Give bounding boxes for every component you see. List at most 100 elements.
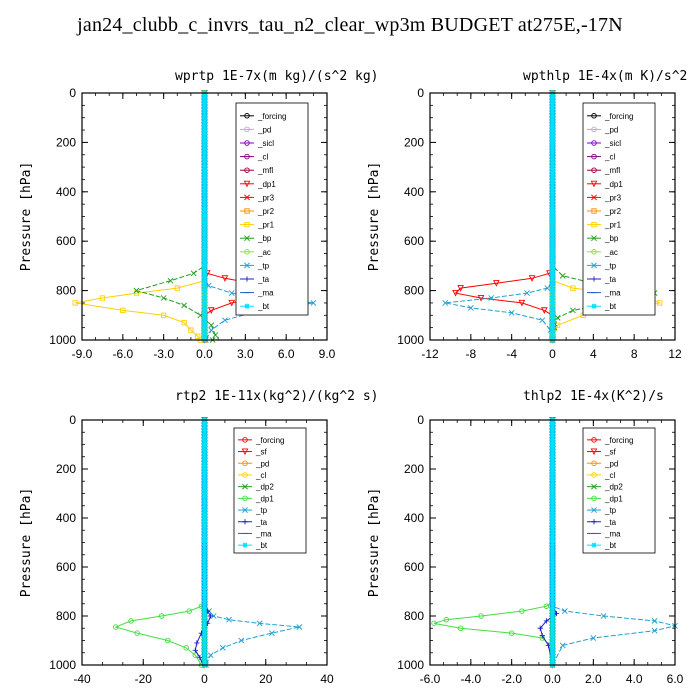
legend-marker xyxy=(244,140,250,146)
y-tick-label: 1000 xyxy=(49,333,76,347)
data-point xyxy=(549,143,556,149)
data-point xyxy=(549,105,556,111)
data-point xyxy=(201,93,208,99)
legend-label: _ac xyxy=(257,248,271,257)
y-tick-label: 400 xyxy=(404,185,424,199)
data-point xyxy=(549,267,556,273)
data-point xyxy=(559,272,566,279)
data-point xyxy=(201,179,208,185)
data-point xyxy=(457,285,464,292)
x-tick-label: -6.0 xyxy=(112,347,133,361)
plot-frame xyxy=(429,92,676,341)
data-point xyxy=(549,335,556,341)
legend-label: _dp1 xyxy=(604,494,623,503)
legend-marker xyxy=(244,276,250,282)
x-tick-label: -3.0 xyxy=(153,347,174,361)
data-point xyxy=(207,307,215,314)
data-point xyxy=(528,275,536,282)
data-point xyxy=(201,111,208,117)
data-point xyxy=(549,308,556,314)
data-point xyxy=(201,173,208,179)
data-point xyxy=(201,308,208,314)
data-point xyxy=(201,243,208,249)
data-point xyxy=(201,285,208,291)
legend-label: _ac xyxy=(604,248,618,257)
data-point xyxy=(201,273,208,279)
legend-label: _pr2 xyxy=(257,207,275,216)
data-point xyxy=(201,208,208,215)
data-point xyxy=(549,134,556,141)
legend: _forcing _sf _pd _cl _dp2 _dp1 _tp _ta _ma _bt xyxy=(233,427,307,554)
data-point xyxy=(201,197,208,203)
data-point xyxy=(554,314,561,321)
data-point xyxy=(201,161,208,167)
data-point xyxy=(452,290,459,297)
y-tick-label: 400 xyxy=(56,185,76,199)
legend-label: _pd xyxy=(257,125,271,134)
legend-marker xyxy=(591,208,597,214)
data-point xyxy=(160,295,167,301)
legend-label: _cl xyxy=(604,153,615,162)
y-tick-label: 400 xyxy=(404,511,424,525)
legend-marker xyxy=(244,194,250,201)
y-tick-label: 800 xyxy=(56,284,76,298)
data-point xyxy=(201,249,208,255)
data-point xyxy=(549,305,556,311)
x-tick-label: 6.0 xyxy=(278,347,295,361)
legend-label: _ma xyxy=(604,529,621,538)
y-axis-label: Pressure [hPa] xyxy=(367,162,382,272)
legend-marker xyxy=(591,194,597,201)
data-point xyxy=(549,179,556,185)
data-point xyxy=(201,234,208,240)
data-point xyxy=(208,322,215,329)
data-point xyxy=(201,200,208,206)
data-point xyxy=(201,125,208,132)
x-tick-label: 8 xyxy=(631,347,638,361)
y-tick-label: 0 xyxy=(69,86,76,100)
series-bt xyxy=(201,90,208,343)
data-point xyxy=(120,307,126,314)
data-point xyxy=(219,644,226,651)
data-point xyxy=(549,317,556,323)
data-point xyxy=(549,282,556,288)
data-point xyxy=(549,131,556,138)
data-point xyxy=(201,264,208,270)
data-point xyxy=(549,246,556,252)
data-point xyxy=(201,290,208,297)
legend-label: _ta xyxy=(257,275,270,284)
data-point xyxy=(549,200,556,206)
data-point xyxy=(657,300,663,306)
data-point xyxy=(72,300,78,306)
data-point xyxy=(201,182,208,188)
legend-label: _tp xyxy=(255,506,268,515)
y-tick-label: 600 xyxy=(404,234,424,248)
data-point xyxy=(201,326,208,332)
data-point xyxy=(201,293,208,300)
data-point xyxy=(201,279,208,285)
x-tick-label: -20 xyxy=(135,672,153,686)
data-point xyxy=(549,270,556,276)
data-point xyxy=(549,155,556,161)
data-point xyxy=(549,258,556,264)
data-point xyxy=(569,307,576,314)
data-point xyxy=(194,640,200,646)
data-point xyxy=(544,285,551,292)
data-point xyxy=(221,317,228,324)
legend-marker xyxy=(244,221,250,228)
data-point xyxy=(508,309,515,316)
data-point xyxy=(549,299,556,306)
data-point xyxy=(201,219,208,226)
chart-panel-4: thlp2 1E-4x(K^2)/s Pressure [hPa] 0 200 400 6… xyxy=(367,389,684,686)
y-tick-label: 0 xyxy=(69,413,76,427)
legend-label: _bt xyxy=(255,541,268,550)
data-point xyxy=(201,335,208,341)
data-point xyxy=(201,191,208,197)
data-point xyxy=(201,320,208,326)
y-tick-label: 800 xyxy=(404,609,424,623)
data-point xyxy=(201,143,208,149)
data-point xyxy=(518,299,526,307)
data-point xyxy=(201,158,208,164)
legend-marker xyxy=(591,276,597,282)
data-point xyxy=(549,99,556,105)
